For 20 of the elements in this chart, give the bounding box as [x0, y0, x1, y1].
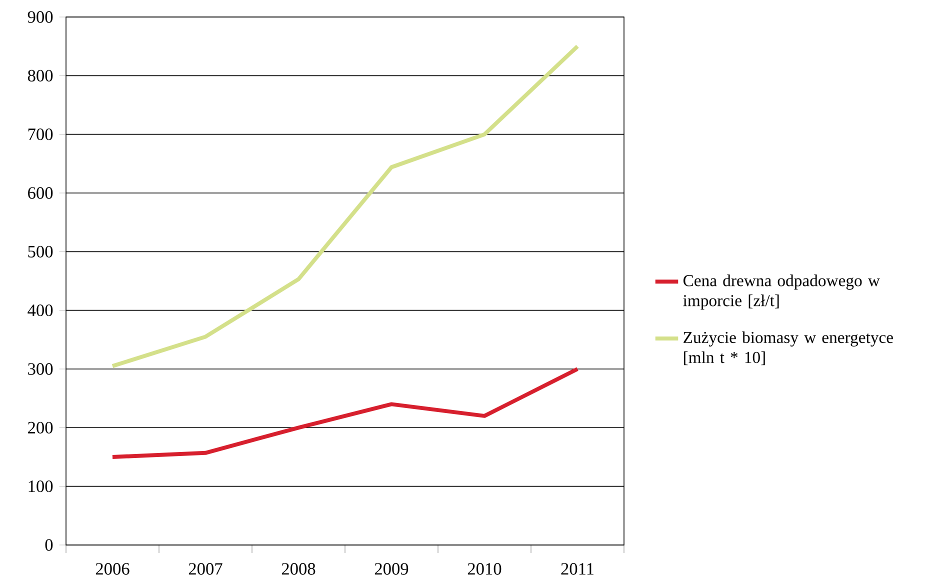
- y-tick-label: 0: [45, 539, 53, 552]
- line-series: [110, 367, 580, 460]
- y-tick-label: 900: [28, 11, 53, 24]
- y-tick-label: 500: [28, 246, 53, 258]
- x-tick-label: 2010: [468, 563, 502, 575]
- y-tick-label: 700: [28, 128, 53, 140]
- legend-label: Zużycie biomasy w energetyce [mln t * 10]: [684, 332, 893, 366]
- y-tick-label: 800: [28, 70, 53, 82]
- line-series: [110, 44, 580, 368]
- x-tick-label: 2006: [96, 563, 130, 575]
- y-tick-label: 200: [28, 422, 53, 434]
- x-tick-label: 2011: [561, 563, 594, 575]
- y-tick-label: 400: [28, 304, 53, 316]
- y-tick-label: 100: [28, 480, 53, 492]
- x-tick-label: 2009: [374, 563, 408, 575]
- x-tick-label: 2008: [282, 563, 316, 575]
- x-tick-label: 2007: [188, 563, 222, 575]
- y-tick-label: 300: [28, 363, 53, 376]
- y-tick-label: 600: [28, 187, 53, 200]
- legend-label: Cena drewna odpadowego w imporcie [zł/t]: [683, 274, 880, 310]
